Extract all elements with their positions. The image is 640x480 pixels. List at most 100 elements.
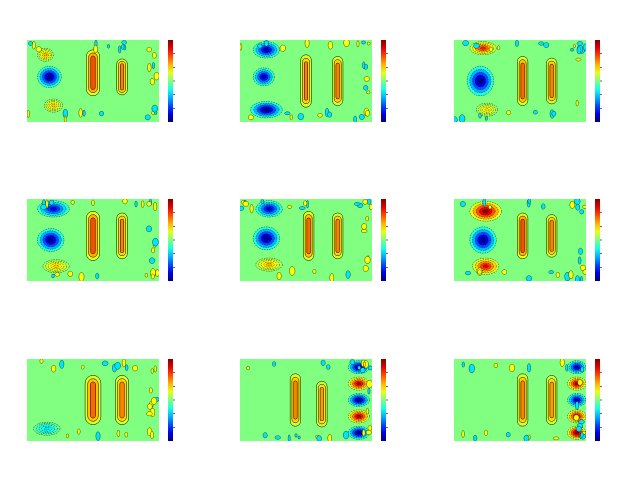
noise-speck	[580, 431, 584, 438]
noise-speck	[525, 275, 533, 281]
pill-feature-2	[546, 375, 558, 425]
contour-level	[263, 107, 270, 112]
noise-speck	[144, 273, 148, 278]
noise-speck	[575, 100, 579, 107]
noise-speck	[151, 104, 158, 113]
contour-level	[484, 108, 490, 112]
noise-speck	[327, 111, 333, 118]
noise-speck	[501, 269, 508, 275]
noise-speck	[141, 200, 145, 208]
contour-level	[356, 382, 362, 386]
noise-speck	[114, 362, 121, 370]
noise-speck	[146, 46, 152, 53]
pill-feature-4	[86, 49, 100, 97]
pill-feature-4	[517, 56, 529, 106]
noise-contours	[461, 359, 586, 441]
contour-level	[574, 365, 579, 369]
noise-speck	[365, 216, 369, 222]
pill-feature-5	[332, 56, 344, 106]
noise-speck	[122, 199, 128, 205]
noise-speck	[579, 209, 584, 215]
heatmap-panel-5	[240, 199, 388, 281]
heatmap-svg-1	[27, 40, 175, 122]
noise-speck	[153, 365, 157, 373]
noise-speck	[49, 199, 55, 206]
noise-speck	[365, 430, 372, 435]
noise-speck	[473, 435, 478, 441]
blob-feature-3	[255, 257, 283, 272]
pill-feature-2	[316, 380, 328, 428]
noise-speck	[361, 223, 368, 230]
heatmap-panel-2	[240, 40, 388, 122]
noise-speck	[505, 432, 511, 438]
blob-feature-4	[348, 376, 370, 391]
contour-level	[574, 431, 579, 435]
noise-speck	[361, 40, 366, 45]
contour-level	[356, 414, 362, 418]
noise-speck	[577, 379, 583, 386]
blob-feature-3	[43, 98, 63, 113]
contour-level	[43, 53, 48, 57]
blob-feature-1	[469, 201, 502, 222]
contour-level	[120, 63, 125, 91]
noise-speck	[246, 366, 250, 371]
blob-feature-3	[476, 102, 498, 117]
noise-speck	[51, 273, 55, 279]
noise-speck	[146, 201, 152, 207]
contour-level	[53, 264, 59, 268]
noise-speck	[574, 199, 581, 205]
noise-speck	[553, 436, 560, 441]
noise-speck	[506, 110, 511, 116]
noise-speck	[473, 43, 480, 49]
noise-speck	[488, 205, 492, 210]
noise-speck	[523, 434, 530, 441]
noise-speck	[356, 40, 360, 48]
noise-speck	[284, 111, 291, 116]
contour-level	[266, 263, 272, 267]
contour-level	[480, 46, 486, 50]
heatmap-svg-7	[27, 359, 175, 441]
noise-speck	[134, 200, 138, 208]
noise-speck	[151, 247, 155, 254]
contour-level	[119, 381, 125, 419]
noise-speck	[575, 275, 580, 281]
noise-speck	[575, 57, 582, 62]
noise-speck	[575, 401, 579, 410]
noise-speck	[153, 202, 158, 212]
noise-speck	[147, 403, 153, 410]
noise-speck	[40, 204, 47, 210]
noise-speck	[478, 113, 482, 119]
noise-speck	[577, 256, 582, 265]
blob-feature-5	[567, 393, 586, 407]
heatmap-svg-5	[240, 199, 388, 281]
noise-speck	[533, 110, 538, 115]
noise-speck	[51, 364, 57, 373]
heatmap-panel-7	[27, 359, 175, 441]
noise-speck	[569, 201, 575, 209]
heatmap-panel-1	[27, 40, 175, 122]
contour-level	[549, 381, 554, 419]
colorbar	[595, 40, 600, 122]
noise-speck	[70, 200, 75, 205]
pill-feature-5	[546, 57, 558, 105]
noise-speck	[573, 414, 580, 421]
noise-speck	[343, 40, 350, 47]
heatmap-panel-3	[454, 40, 602, 122]
noise-contours	[240, 199, 372, 281]
noise-speck	[260, 199, 265, 204]
noise-speck	[152, 237, 159, 247]
contour-level	[477, 77, 484, 85]
colorbar	[381, 40, 386, 122]
noise-speck	[149, 387, 153, 394]
noise-speck	[327, 434, 332, 441]
contour-level	[482, 209, 490, 214]
noise-speck	[360, 367, 366, 373]
colorbar	[168, 359, 173, 441]
noise-speck	[363, 85, 369, 91]
pill-feature-4	[303, 211, 315, 261]
noise-speck	[276, 272, 282, 280]
heatmap-panel-6	[454, 199, 602, 281]
noise-speck	[279, 44, 286, 52]
noise-speck	[297, 435, 301, 440]
noise-speck	[365, 110, 370, 117]
